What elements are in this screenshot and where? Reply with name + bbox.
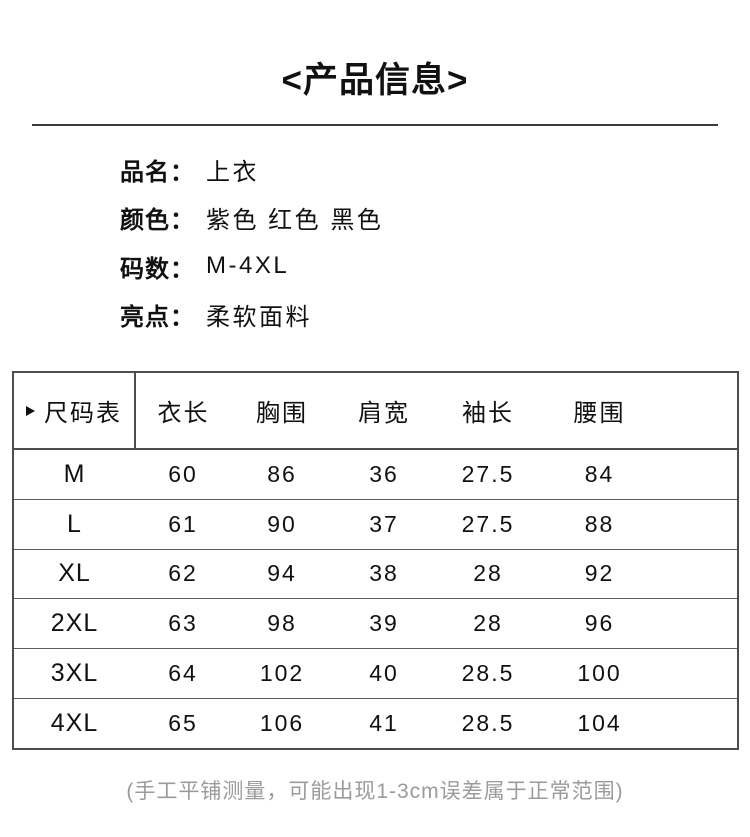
measurement-cell: 86 xyxy=(231,449,333,500)
measurement-cell: 106 xyxy=(259,709,305,736)
measurement-cell: 38 xyxy=(333,549,435,600)
column-header-shoulder: 肩宽 xyxy=(333,372,435,450)
measurement-cell: 88 xyxy=(541,499,738,550)
size-chart-table: 尺码表 衣长 胸围 肩宽 袖长 腰围 M 60 86 36 27.5 84 L xyxy=(12,371,739,750)
measurement-cell: 84 xyxy=(541,449,738,500)
measurement-cell: 94 xyxy=(231,549,333,600)
measurement-cell: 60 xyxy=(135,449,231,500)
size-chart-header-row: 尺码表 衣长 胸围 肩宽 袖长 腰围 xyxy=(13,372,738,450)
size-row-xl: XL 62 94 38 28 92 xyxy=(13,549,738,600)
size-cell: M xyxy=(13,449,135,500)
measurement-cell: 27.5 xyxy=(435,499,541,550)
size-cell: L xyxy=(13,499,135,550)
size-row-l: L 61 90 37 27.5 88 xyxy=(13,499,738,550)
product-info-row-highlight: 亮点： 柔软面料 xyxy=(120,291,383,340)
column-header-garment-length: 衣长 xyxy=(135,372,231,450)
measurement-cell: 98 xyxy=(231,598,333,650)
product-sizes-value: M-4XL xyxy=(206,252,290,280)
measurement-cell: 90 xyxy=(231,499,333,550)
page-title: <产品信息> xyxy=(281,61,469,100)
measurement-cell: 27.5 xyxy=(435,449,541,500)
measurement-cell: 63 xyxy=(135,598,231,650)
measurement-cell: 39 xyxy=(333,598,435,650)
size-chart-corner-cell: 尺码表 xyxy=(13,372,136,450)
size-row-3xl: 3XL 64 102 40 28.5 100 xyxy=(13,648,738,699)
product-highlight-label: 亮点： xyxy=(120,304,195,332)
product-name-label: 品名： xyxy=(120,158,195,186)
size-cell: XL xyxy=(13,549,135,600)
product-color-label: 颜色： xyxy=(120,207,195,235)
product-name-value: 上衣 xyxy=(206,158,259,186)
measurement-cell: 62 xyxy=(135,549,231,600)
title-divider xyxy=(32,124,718,126)
size-cell: 4XL xyxy=(50,708,99,737)
measurement-cell: 28.5 xyxy=(461,709,515,736)
measurement-cell: 104 xyxy=(577,709,622,736)
column-header-waist: 腰围 xyxy=(541,372,738,450)
measurement-cell: 36 xyxy=(333,449,435,500)
measurement-cell: 102 xyxy=(231,648,333,699)
size-row-m: M 60 86 36 27.5 84 xyxy=(13,449,738,500)
triangle-right-icon xyxy=(26,405,35,416)
size-chart-title: 尺码表 xyxy=(44,400,122,427)
measurement-cell: 28 xyxy=(435,549,541,600)
product-info-list: 品名： 上衣 颜色： 紫色 红色 黑色 码数： M-4XL 亮点： 柔软面料 xyxy=(120,145,383,339)
product-sizes-label: 码数： xyxy=(120,255,195,283)
size-cell: 2XL xyxy=(13,598,135,650)
product-color-value: 紫色 红色 黑色 xyxy=(206,207,384,235)
measurement-cell: 65 xyxy=(168,709,198,736)
size-row-4xl: 4XL 65 106 41 28.5 104 xyxy=(13,698,738,748)
measurement-cell: 100 xyxy=(541,648,738,699)
measurement-cell: 41 xyxy=(369,709,399,736)
measurement-cell: 61 xyxy=(135,499,231,550)
column-header-sleeve: 袖长 xyxy=(435,372,541,450)
size-row-2xl: 2XL 63 98 39 28 96 xyxy=(13,598,738,650)
size-cell: 3XL xyxy=(13,648,135,699)
measurement-cell: 92 xyxy=(541,549,738,600)
column-header-bust: 胸围 xyxy=(231,372,333,450)
measurement-cell: 96 xyxy=(541,598,738,650)
measurement-cell: 28.5 xyxy=(435,648,541,699)
measurement-note: (手工平铺测量，可能出现1-3cm误差属于正常范围) xyxy=(126,780,624,803)
measurement-cell: 37 xyxy=(333,499,435,550)
product-highlight-value: 柔软面料 xyxy=(206,304,312,332)
product-info-row-color: 颜色： 紫色 红色 黑色 xyxy=(120,194,383,243)
product-info-row-sizes: 码数： M-4XL xyxy=(120,242,383,291)
product-info-row-name: 品名： 上衣 xyxy=(120,145,383,194)
measurement-cell: 28 xyxy=(435,598,541,650)
measurement-cell: 64 xyxy=(135,648,231,699)
measurement-cell: 40 xyxy=(333,648,435,699)
